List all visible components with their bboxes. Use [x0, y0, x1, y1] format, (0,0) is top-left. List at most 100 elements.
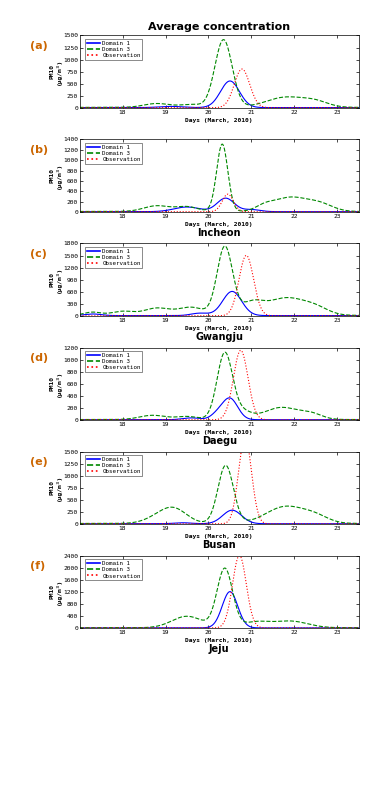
- Domain 3: [106, 519, 110, 528]
- Domain 3: [201, 615, 205, 625]
- Line: Domain 1: Domain 1: [80, 81, 359, 108]
- Observation: [357, 623, 361, 633]
- Domain 1: [190, 203, 195, 212]
- Domain 3: [300, 406, 305, 415]
- Observation: [106, 103, 110, 113]
- Domain 3: [300, 193, 305, 203]
- Domain 1: [300, 623, 305, 633]
- Domain 3: [222, 563, 227, 573]
- Y-axis label: PM10
(μg/m³): PM10 (μg/m³): [50, 578, 62, 605]
- Legend: Domain 1, Domain 3, Observation: Domain 1, Domain 3, Observation: [85, 143, 142, 164]
- Domain 1: [77, 207, 82, 217]
- Domain 1: [300, 103, 305, 113]
- Domain 1: [77, 519, 82, 529]
- X-axis label: Days (March, 2010): Days (March, 2010): [185, 638, 253, 643]
- Legend: Domain 1, Domain 3, Observation: Domain 1, Domain 3, Observation: [85, 559, 142, 580]
- Domain 1: [228, 587, 232, 597]
- Observation: [357, 415, 361, 425]
- Observation: [190, 103, 195, 113]
- Domain 1: [227, 393, 232, 403]
- Domain 3: [295, 503, 300, 512]
- Legend: Domain 1, Domain 3, Observation: Domain 1, Domain 3, Observation: [85, 39, 142, 60]
- Domain 3: [295, 294, 300, 303]
- Observation: [190, 207, 195, 217]
- Domain 3: [190, 203, 195, 212]
- Domain 3: [357, 623, 361, 633]
- Domain 3: [295, 192, 300, 202]
- Line: Observation: Observation: [80, 255, 359, 316]
- Domain 1: [269, 310, 274, 320]
- Domain 1: [106, 623, 110, 633]
- Line: Domain 3: Domain 3: [80, 246, 359, 315]
- Domain 1: [325, 207, 330, 217]
- Domain 3: [300, 618, 305, 627]
- Text: Average concentration: Average concentration: [148, 22, 290, 32]
- Domain 1: [228, 76, 232, 86]
- Line: Domain 3: Domain 3: [80, 352, 359, 419]
- Domain 1: [295, 623, 300, 633]
- Domain 3: [300, 504, 305, 513]
- Text: (f): (f): [30, 561, 45, 571]
- Text: Incheon: Incheon: [198, 229, 241, 238]
- Domain 3: [269, 196, 274, 206]
- Observation: [106, 415, 110, 425]
- Domain 1: [357, 103, 361, 113]
- Observation: [243, 432, 247, 441]
- Observation: [300, 207, 305, 217]
- Observation: [77, 103, 82, 113]
- Domain 1: [313, 103, 318, 113]
- Observation: [190, 623, 195, 633]
- Domain 1: [316, 310, 320, 320]
- Text: (a): (a): [30, 41, 47, 51]
- Domain 1: [357, 310, 361, 320]
- Observation: [295, 311, 300, 321]
- Line: Domain 3: Domain 3: [80, 144, 359, 211]
- Observation: [295, 415, 300, 425]
- Text: (c): (c): [30, 249, 47, 259]
- Domain 1: [300, 207, 305, 217]
- Domain 1: [295, 415, 300, 425]
- Line: Domain 1: Domain 1: [80, 292, 359, 315]
- Line: Domain 1: Domain 1: [80, 398, 359, 420]
- Text: (e): (e): [30, 457, 47, 467]
- Observation: [300, 415, 305, 425]
- Line: Observation: Observation: [80, 437, 359, 524]
- Domain 3: [269, 296, 274, 305]
- Observation: [357, 519, 361, 529]
- Observation: [201, 207, 205, 217]
- Domain 1: [77, 103, 82, 113]
- Domain 1: [357, 519, 361, 529]
- Domain 3: [357, 414, 361, 424]
- Domain 3: [201, 413, 205, 422]
- Legend: Domain 1, Domain 3, Observation: Domain 1, Domain 3, Observation: [85, 351, 142, 372]
- Domain 1: [295, 310, 300, 320]
- Domain 1: [269, 415, 274, 425]
- Observation: [238, 346, 243, 355]
- Domain 3: [77, 623, 82, 633]
- Domain 3: [201, 205, 205, 214]
- Observation: [77, 311, 82, 321]
- Domain 1: [230, 287, 235, 296]
- Domain 1: [300, 310, 305, 320]
- Observation: [237, 551, 242, 560]
- Domain 3: [269, 617, 274, 626]
- Domain 1: [269, 623, 274, 633]
- Domain 1: [357, 415, 361, 425]
- Domain 1: [201, 308, 205, 318]
- Text: Busan: Busan: [202, 541, 236, 550]
- Line: Observation: Observation: [80, 556, 359, 628]
- Domain 3: [357, 310, 361, 320]
- Domain 3: [269, 506, 274, 515]
- Observation: [295, 103, 300, 113]
- Observation: [269, 207, 274, 217]
- Domain 1: [295, 207, 300, 217]
- Observation: [106, 311, 110, 321]
- Y-axis label: PM10
(μg/m³): PM10 (μg/m³): [50, 266, 62, 293]
- Domain 3: [223, 348, 227, 357]
- Domain 1: [106, 207, 110, 217]
- Observation: [201, 311, 205, 321]
- Observation: [77, 415, 82, 425]
- Domain 3: [77, 310, 82, 319]
- Line: Domain 3: Domain 3: [80, 568, 359, 628]
- Domain 1: [190, 309, 195, 318]
